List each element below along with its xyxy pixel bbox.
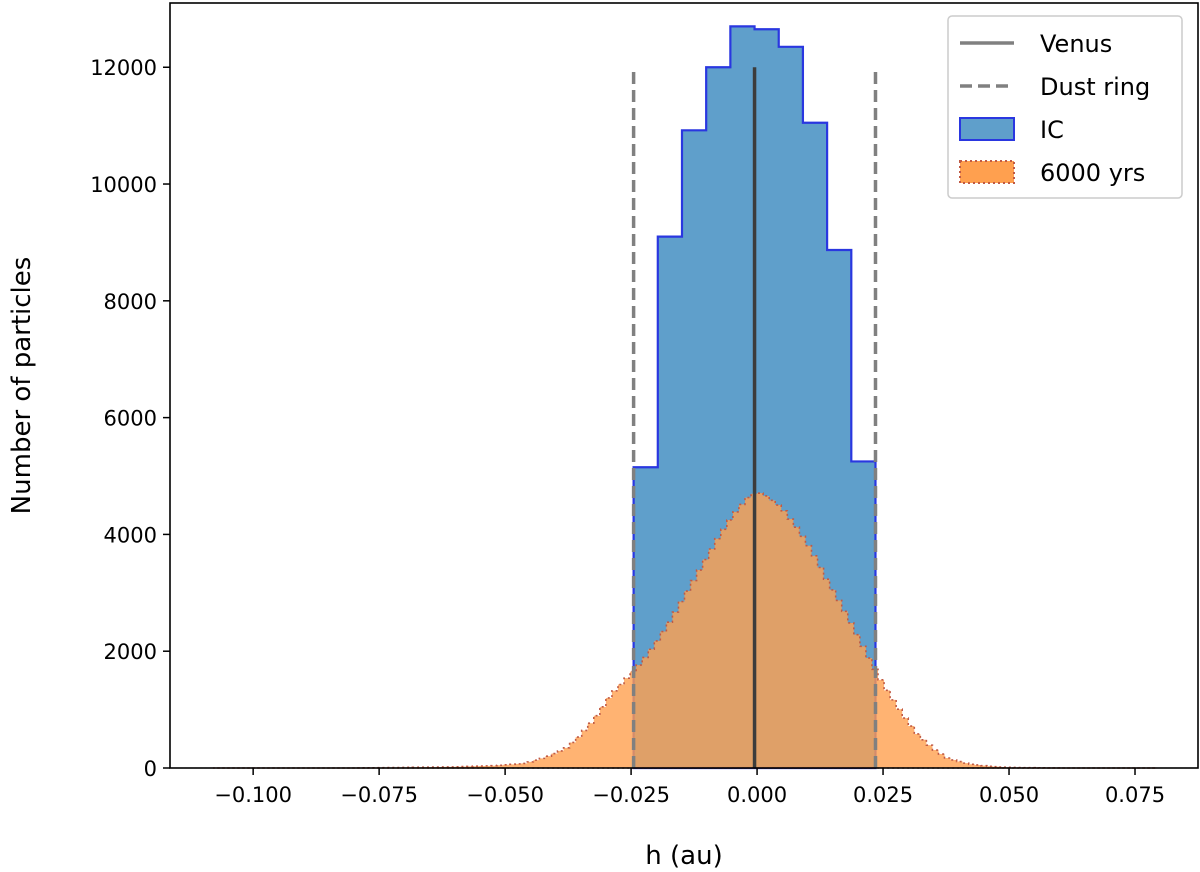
y-tick-label: 0 [144,757,157,781]
legend-box [947,15,1183,199]
x-tick-label: 0.025 [853,783,913,807]
legend-swatch-ic [959,117,1015,141]
y-tick-label: 2000 [104,640,157,664]
x-tick-label: −0.100 [214,783,292,807]
legend-label: IC [1040,116,1064,144]
y-axis-label: Number of particles [7,257,37,515]
legend-label: Dust ring [1040,73,1150,101]
x-tick-label: 0.000 [727,783,787,807]
x-tick-label: 0.050 [979,783,1039,807]
y-axis: 0 2000 4000 6000 8000 10000 12000 [90,56,170,781]
x-tick-label: −0.050 [466,783,544,807]
x-axis: −0.100 −0.075 −0.050 −0.025 0.000 0.025 0.050 0… [214,768,1165,807]
legend-label: 6000 yrs [1040,159,1145,187]
legend-swatch-6000-yrs [959,160,1015,184]
x-tick-label: 0.075 [1105,783,1165,807]
y-tick-label: 4000 [104,523,157,547]
legend: Venus Dust ring IC 6000 yrs [947,15,1183,199]
reference-lines [631,67,878,768]
y-tick-label: 6000 [104,407,157,431]
legend-label: Venus [1040,30,1112,58]
y-tick-label: 8000 [104,290,157,314]
y-tick-label: 10000 [90,173,157,197]
plot-area [212,25,1157,770]
axes-frame [169,2,1199,769]
x-tick-label: −0.025 [592,783,670,807]
y-tick-label: 12000 [90,56,157,80]
x-tick-label: −0.075 [340,783,418,807]
x-axis-label: h (au) [645,841,722,871]
